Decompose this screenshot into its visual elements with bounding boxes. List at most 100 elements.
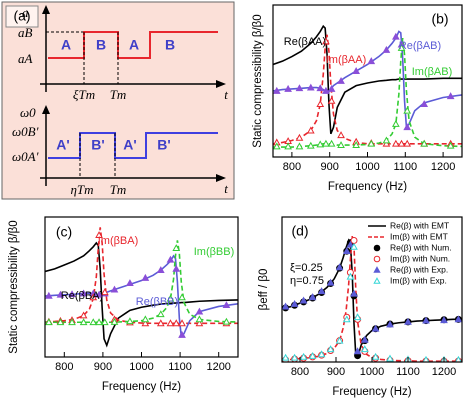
marker: [306, 126, 315, 134]
marker: [45, 318, 53, 326]
x-axis-label: Frequency (Hz): [102, 381, 181, 393]
marker: [337, 131, 345, 139]
curve-label: Im(βAA): [326, 54, 367, 66]
marker: [327, 84, 336, 92]
marker: [308, 293, 317, 301]
time-label: Tm: [110, 87, 127, 102]
annotation: η=0.75: [290, 275, 324, 287]
marker: [322, 139, 330, 147]
marker: [195, 307, 204, 315]
time-label: t: [224, 181, 228, 196]
level-label: a: [22, 5, 29, 20]
marker: [373, 277, 381, 284]
block-label: A: [61, 37, 71, 53]
curve-label: Re(βAA): [284, 36, 326, 48]
block-label: A: [129, 37, 139, 53]
marker: [373, 244, 381, 252]
arrow: [42, 105, 50, 114]
curve-label: Re(βBA): [61, 290, 103, 302]
marker: [95, 318, 103, 326]
level-label: aB: [18, 25, 33, 40]
marker: [404, 317, 412, 325]
block-label: B: [165, 37, 175, 53]
y-axis-label: βeff / β0: [258, 269, 270, 311]
marker: [397, 139, 406, 147]
marker: [371, 324, 380, 332]
marker: [317, 287, 326, 295]
block-label: A': [123, 137, 136, 153]
marker: [178, 293, 186, 301]
marker: [295, 142, 304, 150]
curve: [45, 241, 238, 348]
curve-label: Im(βAB): [412, 66, 453, 78]
marker: [446, 141, 455, 149]
annotation: ξ=0.25: [290, 262, 323, 274]
x-axis-label: Frequency (Hz): [332, 386, 411, 398]
marker: [68, 318, 76, 326]
chart-panel: 800 900 1000 1100 1200 Frequency (Hz) Static c…: [8, 216, 239, 393]
marker: [440, 316, 448, 324]
marker: [178, 319, 186, 327]
x-tick-label: 1000: [360, 366, 384, 378]
x-tick-label: 1200: [206, 361, 230, 373]
panel-label: (b): [431, 11, 448, 27]
marker: [352, 67, 361, 74]
plot-frame: [272, 4, 463, 158]
marker: [454, 355, 462, 362]
marker: [172, 244, 181, 252]
marker: [299, 352, 308, 360]
marker: [420, 139, 429, 147]
level-label: ω0A': [12, 149, 39, 164]
legend-label: Re(β) with Exp.: [390, 264, 448, 274]
marker: [392, 32, 400, 40]
marker: [337, 76, 345, 84]
marker: [308, 351, 317, 359]
marker: [322, 37, 330, 45]
marker: [95, 290, 103, 298]
marker: [110, 285, 119, 293]
marker: [382, 45, 391, 53]
marker: [373, 266, 381, 273]
legend-label: Re(β) with EMT: [390, 220, 449, 230]
block-label: B': [157, 137, 170, 153]
marker: [346, 240, 355, 248]
marker: [290, 353, 299, 361]
legend-label: Re(β) with Num.: [390, 242, 452, 252]
curve-label: Re(βBB): [136, 296, 178, 308]
marker: [110, 317, 119, 325]
marker: [89, 318, 98, 326]
plot-area: [45, 227, 238, 348]
marker: [346, 272, 355, 280]
marker: [352, 141, 361, 149]
diagram-panel: (a) a aB aA A B A B ξTm Tm t ω0 ω0B' ω0A…: [1, 1, 235, 200]
marker: [79, 318, 88, 326]
level-label: ω0B': [12, 124, 39, 139]
marker: [195, 315, 204, 323]
marker: [350, 236, 358, 244]
y-axis-label: Static compressibility β/β0: [8, 220, 20, 353]
marker: [403, 139, 412, 147]
marker: [350, 242, 358, 250]
x-tick-label: 900: [321, 161, 339, 173]
marker: [79, 289, 88, 297]
marker: [382, 136, 391, 144]
panel-label: (d): [291, 223, 308, 239]
plot-area: [282, 236, 462, 362]
y-axis-label: Static compressibility β/β0: [252, 14, 264, 147]
marker: [367, 139, 376, 147]
marker: [156, 266, 165, 274]
marker: [317, 350, 326, 358]
marker: [382, 139, 391, 147]
marker: [422, 316, 430, 324]
marker: [195, 319, 204, 327]
marker: [327, 139, 336, 147]
marker: [79, 311, 88, 319]
x-tick-label: 800: [283, 161, 301, 173]
marker: [353, 313, 362, 321]
marker: [282, 302, 290, 310]
block-label: A': [56, 137, 69, 153]
arrow: [42, 5, 50, 14]
marker: [95, 231, 103, 239]
